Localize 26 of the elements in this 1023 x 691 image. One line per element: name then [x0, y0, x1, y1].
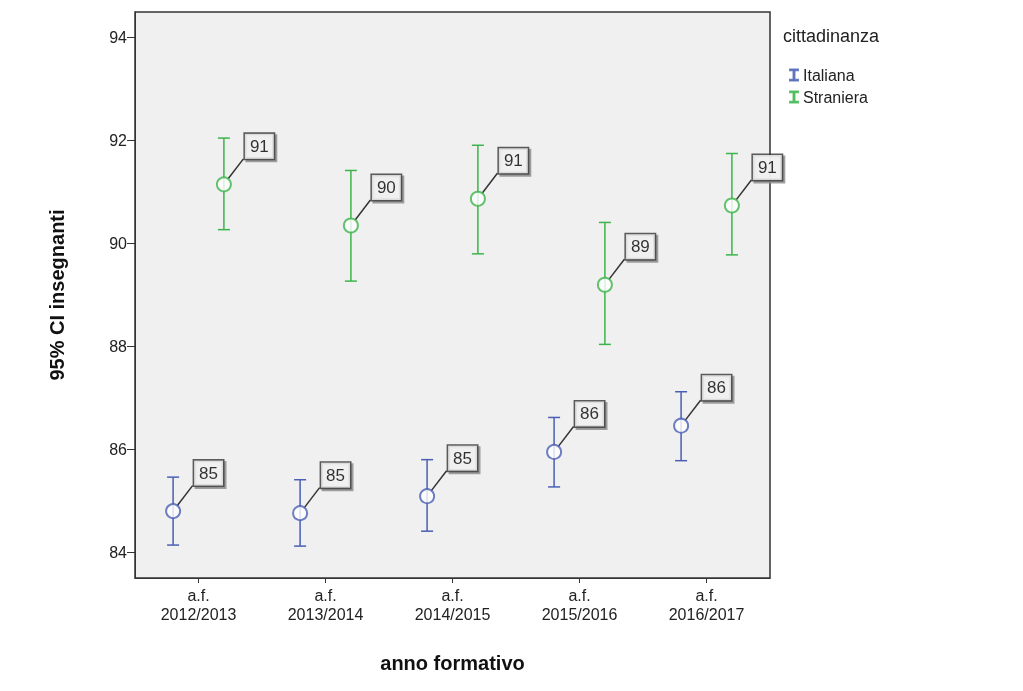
x-tick-label: a.f. 2012/2013 [160, 587, 237, 623]
y-tick-label: 86 [109, 440, 128, 458]
x-tick-label: a.f. 2013/2014 [287, 587, 364, 623]
data-label: 85 [199, 463, 219, 483]
y-axis-title: 95% CI insegnanti [46, 209, 68, 381]
data-label: 91 [757, 157, 777, 177]
y-tick-label: 84 [109, 543, 128, 561]
x-axis-title: anno formativo [380, 652, 525, 674]
data-label: 91 [503, 151, 523, 171]
data-label: 91 [249, 136, 269, 156]
data-label: 89 [630, 237, 650, 257]
data-label: 85 [326, 465, 346, 485]
y-tick-label: 88 [109, 337, 128, 355]
y-tick-label: 90 [109, 235, 128, 253]
legend-label: Straniera [803, 88, 869, 106]
data-label: 90 [376, 178, 396, 198]
data-label: 85 [453, 448, 473, 468]
y-tick-label: 92 [109, 132, 128, 150]
x-tick-label: a.f. 2014/2015 [414, 587, 491, 623]
x-tick-label: a.f. 2016/2017 [668, 587, 745, 623]
data-label: 86 [580, 404, 600, 424]
x-tick-label: a.f. 2015/2016 [541, 587, 618, 623]
legend-title: cittadinanza [783, 26, 881, 46]
data-label: 86 [707, 378, 727, 398]
legend-label: Italiana [803, 66, 855, 84]
y-tick-label: 94 [109, 29, 128, 47]
